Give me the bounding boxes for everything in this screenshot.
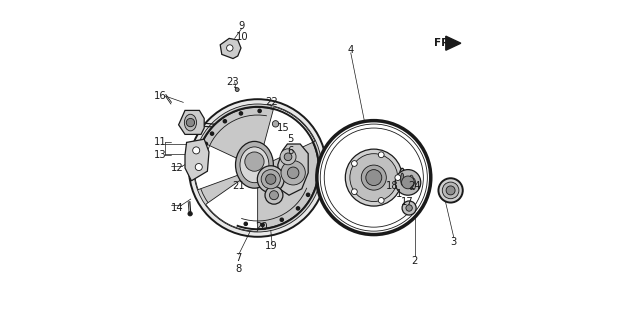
Text: 22: 22	[265, 97, 278, 108]
Circle shape	[204, 142, 207, 146]
Text: 23: 23	[227, 76, 239, 87]
Circle shape	[316, 119, 432, 236]
Circle shape	[257, 166, 284, 193]
Text: 16: 16	[153, 91, 167, 101]
Circle shape	[239, 112, 242, 115]
Text: 1: 1	[396, 188, 402, 199]
Text: 14: 14	[171, 203, 183, 213]
Circle shape	[245, 152, 264, 171]
Text: 13: 13	[154, 150, 167, 160]
Circle shape	[395, 175, 401, 180]
Text: 10: 10	[235, 32, 249, 42]
Circle shape	[235, 88, 239, 92]
Circle shape	[395, 170, 421, 195]
Circle shape	[281, 161, 305, 185]
Ellipse shape	[399, 168, 406, 190]
Ellipse shape	[412, 179, 416, 189]
Circle shape	[265, 174, 276, 184]
Circle shape	[227, 45, 233, 51]
Circle shape	[307, 193, 310, 196]
Text: 2: 2	[411, 256, 418, 266]
Text: 5: 5	[287, 134, 294, 144]
Text: 24: 24	[408, 180, 421, 191]
Circle shape	[280, 149, 296, 165]
Circle shape	[195, 164, 202, 171]
Circle shape	[261, 170, 280, 189]
Circle shape	[366, 170, 382, 186]
Text: 17: 17	[401, 196, 414, 207]
Circle shape	[193, 104, 322, 232]
Text: 3: 3	[451, 236, 457, 247]
Circle shape	[258, 109, 261, 113]
Circle shape	[223, 120, 227, 123]
Text: 6: 6	[287, 146, 294, 156]
Wedge shape	[258, 107, 315, 168]
Circle shape	[378, 197, 384, 203]
Circle shape	[287, 167, 299, 179]
Polygon shape	[446, 36, 461, 50]
Polygon shape	[185, 139, 209, 181]
Circle shape	[346, 149, 403, 206]
Text: 11: 11	[153, 137, 167, 148]
Ellipse shape	[235, 141, 274, 188]
Circle shape	[401, 176, 414, 189]
Circle shape	[269, 191, 279, 200]
Circle shape	[189, 99, 326, 237]
Ellipse shape	[401, 173, 404, 185]
Circle shape	[244, 222, 247, 226]
Wedge shape	[194, 141, 258, 190]
Circle shape	[350, 154, 398, 202]
Circle shape	[352, 189, 357, 195]
Ellipse shape	[240, 147, 269, 183]
Text: FR.: FR.	[434, 38, 453, 48]
Text: 4: 4	[347, 44, 354, 55]
Ellipse shape	[403, 172, 409, 189]
Circle shape	[284, 153, 292, 161]
Text: 18: 18	[386, 180, 399, 191]
Text: 8: 8	[235, 264, 242, 275]
Circle shape	[297, 207, 300, 210]
Circle shape	[188, 212, 192, 216]
Text: 7: 7	[235, 252, 242, 263]
Text: 19: 19	[265, 241, 278, 252]
Circle shape	[197, 108, 318, 228]
Circle shape	[210, 132, 213, 135]
Text: 12: 12	[171, 163, 183, 173]
Polygon shape	[278, 144, 308, 195]
Polygon shape	[178, 110, 204, 134]
Text: 15: 15	[277, 123, 290, 133]
Polygon shape	[220, 38, 241, 59]
Circle shape	[406, 205, 413, 211]
Circle shape	[187, 118, 195, 127]
Circle shape	[446, 186, 455, 195]
Circle shape	[261, 223, 264, 227]
Circle shape	[378, 152, 384, 158]
Circle shape	[402, 201, 416, 215]
Circle shape	[272, 121, 279, 127]
Text: 21: 21	[232, 180, 245, 191]
Circle shape	[193, 147, 200, 154]
Circle shape	[265, 186, 283, 204]
Circle shape	[352, 161, 357, 166]
Ellipse shape	[185, 114, 197, 131]
Circle shape	[438, 178, 463, 203]
Ellipse shape	[409, 175, 414, 189]
Circle shape	[280, 218, 284, 221]
Text: 20: 20	[255, 222, 268, 232]
Circle shape	[361, 165, 386, 190]
Text: 9: 9	[239, 20, 245, 31]
Circle shape	[443, 182, 459, 199]
Wedge shape	[206, 168, 258, 231]
